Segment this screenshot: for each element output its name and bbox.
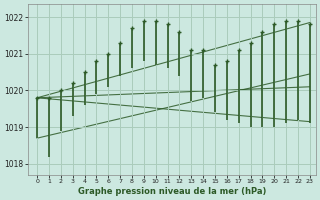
X-axis label: Graphe pression niveau de la mer (hPa): Graphe pression niveau de la mer (hPa) (77, 187, 266, 196)
